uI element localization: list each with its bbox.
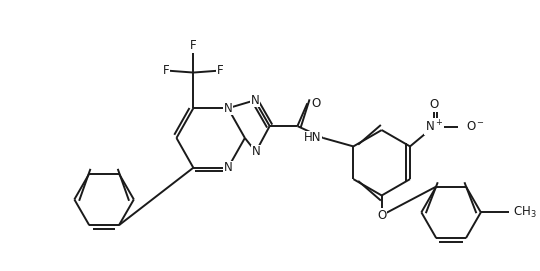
Text: N: N [252, 145, 260, 158]
Text: O: O [377, 209, 386, 222]
Text: F: F [163, 64, 170, 77]
Text: N: N [224, 161, 232, 174]
Text: O: O [311, 97, 321, 110]
Text: N$^+$: N$^+$ [424, 119, 443, 134]
Text: N: N [224, 102, 232, 115]
Text: HN: HN [303, 131, 321, 144]
Text: F: F [190, 39, 197, 52]
Text: O: O [429, 98, 438, 111]
Text: F: F [217, 64, 224, 77]
Text: O$^-$: O$^-$ [465, 120, 484, 133]
Text: CH$_3$: CH$_3$ [512, 205, 536, 220]
Text: N: N [251, 94, 259, 107]
